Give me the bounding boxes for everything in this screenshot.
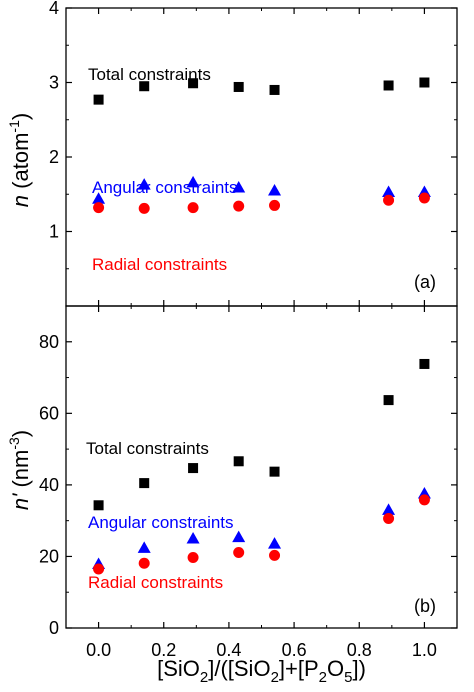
y-tick-label: 60 xyxy=(39,403,59,423)
panel-a: 1 2 3 4 Total constraints Angular constraints… xyxy=(6,0,458,307)
x-axis-text: ]+[P xyxy=(279,656,319,681)
panel-label: (b) xyxy=(414,596,436,616)
series-annotation: Total constraints xyxy=(86,439,209,458)
x-axis-text: ]/([SiO xyxy=(208,656,270,681)
data-point-radial xyxy=(138,202,150,214)
x-tick-label: 1.0 xyxy=(412,640,437,660)
y-axis-symbol: n' xyxy=(8,493,33,510)
data-point-total xyxy=(419,77,430,88)
y-tick-label: 20 xyxy=(39,546,59,566)
data-point-radial xyxy=(418,192,430,204)
x-axis-subscript: 2 xyxy=(271,669,279,686)
data-point-angular xyxy=(137,178,151,190)
y-tick-label: 0 xyxy=(49,618,59,638)
data-point-total xyxy=(139,478,150,489)
y-axis-unit: (nm xyxy=(8,450,33,494)
series-annotation: Angular constraints xyxy=(92,178,238,197)
data-point-angular xyxy=(382,185,396,198)
series-circle xyxy=(93,192,430,214)
data-point-radial xyxy=(383,194,395,206)
panel-label: (a) xyxy=(414,272,436,292)
y-tick-label: 1 xyxy=(49,222,59,242)
y-axis-symbol: n xyxy=(8,195,33,207)
series-annotation: Radial constraints xyxy=(92,255,227,274)
y-axis-close: ) xyxy=(8,430,33,437)
y-axis-exponent: -3 xyxy=(6,437,22,450)
y-tick-label: 40 xyxy=(39,475,59,495)
x-tick-label: 0.4 xyxy=(216,640,241,660)
data-point-radial xyxy=(418,494,430,506)
data-point-total xyxy=(233,456,244,467)
data-point-angular xyxy=(186,532,200,544)
data-point-total xyxy=(188,78,199,89)
data-point-total xyxy=(419,358,430,369)
data-point-total xyxy=(93,94,104,105)
y-tick-label: 3 xyxy=(49,73,59,93)
x-axis-text: ]) xyxy=(352,656,365,681)
data-point-angular xyxy=(268,184,282,196)
data-point-angular xyxy=(232,181,246,193)
x-tick-label: 0.8 xyxy=(347,640,372,660)
data-point-angular xyxy=(382,503,396,515)
y-axis-exponent: -1 xyxy=(6,120,22,133)
data-point-total xyxy=(383,395,394,406)
x-axis-title: [SiO2]/([SiO2]+[P2O5]) xyxy=(157,656,366,686)
data-point-total xyxy=(233,81,244,92)
data-point-angular xyxy=(186,175,200,188)
data-point-radial xyxy=(187,552,199,564)
series-annotation: Angular constraints xyxy=(88,513,234,532)
y-axis-unit: (atom xyxy=(8,133,33,195)
series-square xyxy=(93,77,430,105)
y-tick-label: 80 xyxy=(39,332,59,352)
x-axis-subscript: 2 xyxy=(200,669,208,686)
data-point-radial xyxy=(383,513,395,525)
x-tick-label: 0.2 xyxy=(151,640,176,660)
data-point-radial xyxy=(269,549,281,561)
x-axis-subscript: 5 xyxy=(344,669,352,686)
data-point-angular xyxy=(137,541,151,553)
panel-b: 0 20 40 60 80 0.0 0.2 0.4 0.6 0.8 1.0 Total constra… xyxy=(6,305,458,686)
y-axis-close: ) xyxy=(8,113,33,120)
y-axis-title: n (atom-1) xyxy=(6,113,33,207)
data-point-total xyxy=(139,81,150,92)
data-point-radial xyxy=(138,557,150,569)
series-annotation: Radial constraints xyxy=(88,573,223,592)
x-tick-label: 0.0 xyxy=(86,640,111,660)
series-annotation: Total constraints xyxy=(88,65,211,84)
x-axis-text: O xyxy=(327,656,344,681)
data-point-radial xyxy=(269,199,281,211)
data-point-radial xyxy=(187,202,199,214)
data-point-radial xyxy=(233,200,245,212)
data-point-total xyxy=(93,500,104,511)
data-point-angular xyxy=(92,192,106,204)
data-point-radial xyxy=(93,202,105,214)
data-point-radial xyxy=(93,563,105,575)
data-point-radial xyxy=(233,547,245,559)
y-axis-title: n' (nm-3) xyxy=(6,430,33,510)
data-point-total xyxy=(269,466,280,477)
data-point-total xyxy=(269,84,280,95)
data-point-total xyxy=(383,80,394,91)
data-point-angular xyxy=(232,530,246,543)
y-tick-label: 2 xyxy=(49,147,59,167)
data-point-total xyxy=(188,463,199,474)
x-tick-label: 0.6 xyxy=(282,640,307,660)
data-point-angular xyxy=(268,537,282,549)
x-axis-text: [SiO xyxy=(157,656,200,681)
chart-layer: 1 2 3 4 Total constraints Angular constraints… xyxy=(6,0,458,686)
y-tick-label: 4 xyxy=(49,0,59,18)
series-circle xyxy=(93,494,430,575)
x-axis-subscript: 2 xyxy=(319,669,327,686)
series-square xyxy=(93,358,430,511)
